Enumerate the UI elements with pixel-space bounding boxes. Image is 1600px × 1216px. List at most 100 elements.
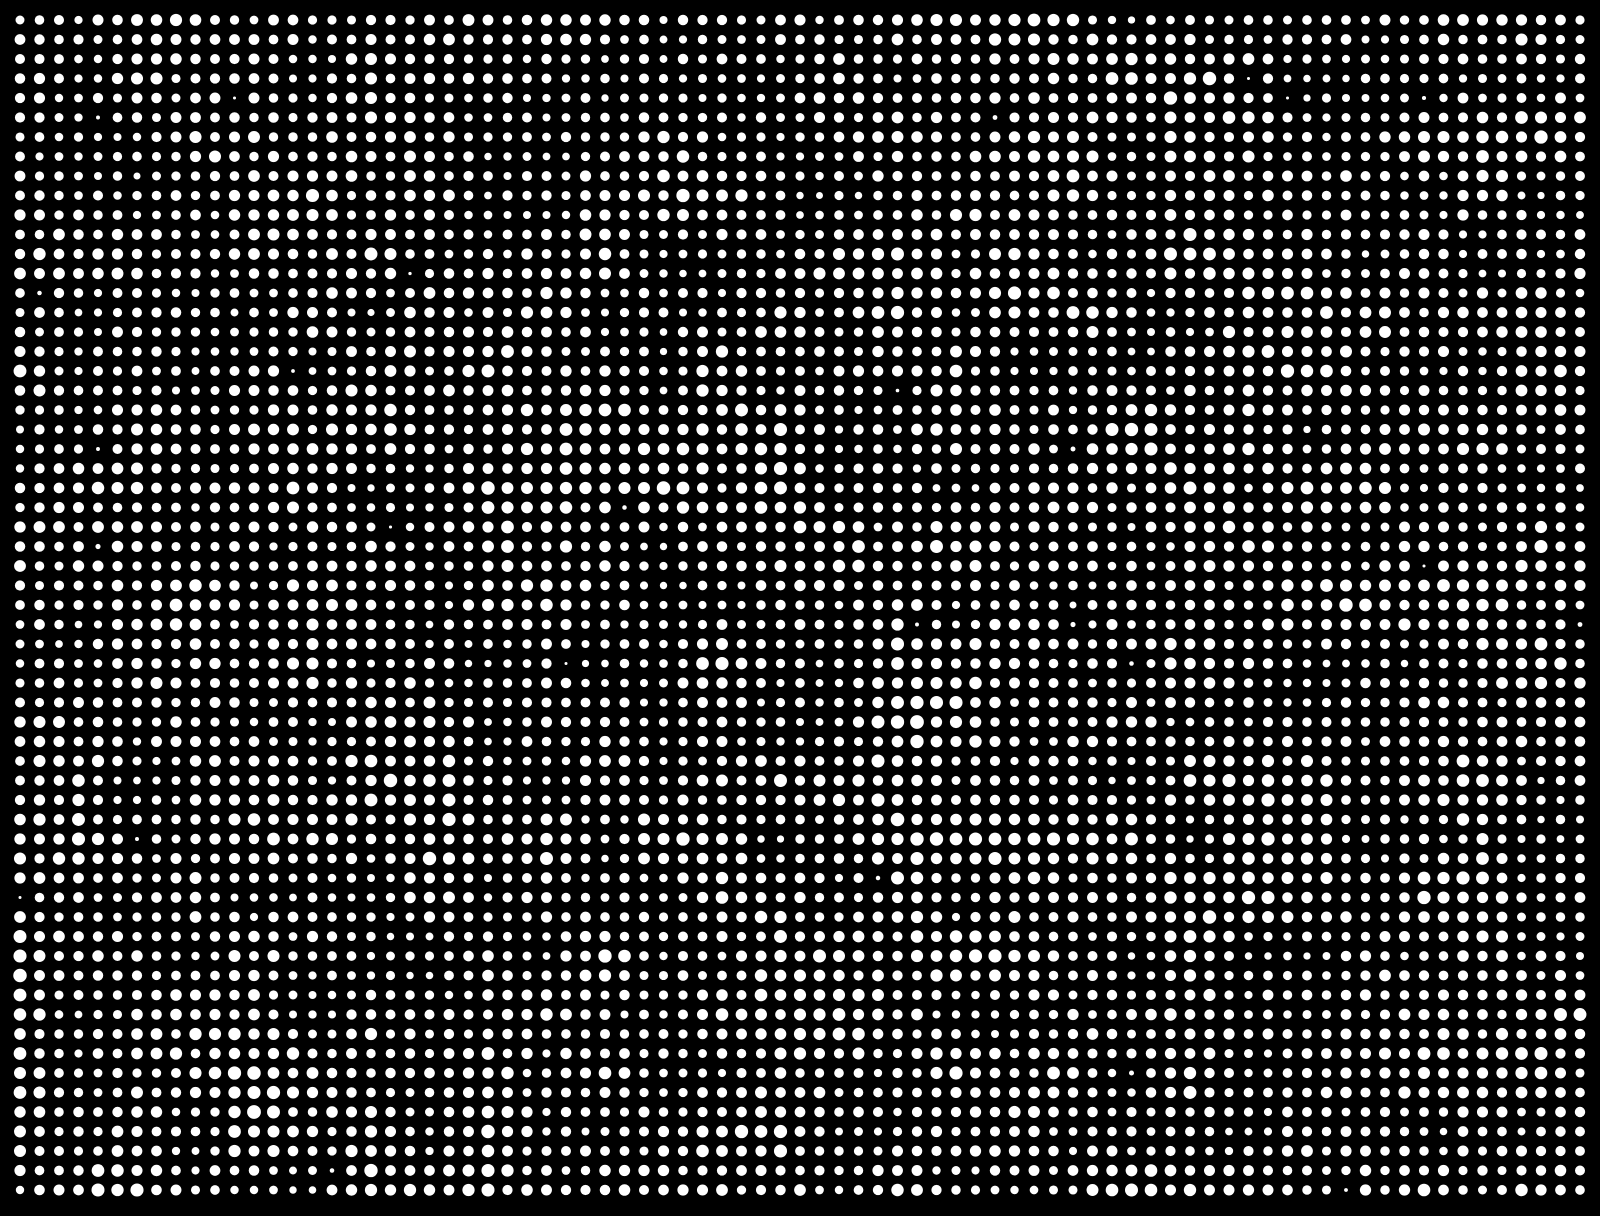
halftone-dot (872, 911, 884, 923)
halftone-dot (1360, 73, 1371, 84)
halftone-dot (1184, 540, 1196, 553)
halftone-dot (1399, 288, 1410, 298)
halftone-dot (1009, 151, 1020, 162)
halftone-dot (698, 600, 707, 610)
halftone-dot (189, 150, 202, 163)
halftone-dot (1361, 835, 1370, 843)
halftone-dot (1438, 73, 1449, 84)
halftone-dot (210, 1146, 220, 1156)
halftone-dot (169, 13, 183, 27)
halftone-dot (1164, 871, 1177, 885)
halftone-dot (989, 1047, 1001, 1060)
halftone-dot (793, 1047, 807, 1060)
halftone-dot (1204, 950, 1215, 962)
halftone-dot (327, 970, 337, 981)
halftone-dot (366, 346, 376, 357)
halftone-dot (853, 1106, 864, 1118)
halftone-dot (1437, 696, 1450, 709)
halftone-dot (698, 93, 707, 103)
halftone-dot (989, 794, 1001, 806)
halftone-dot (190, 405, 201, 415)
halftone-dot (812, 949, 827, 963)
halftone-dot (288, 112, 298, 123)
halftone-dot (15, 288, 25, 298)
halftone-dot (1165, 1145, 1176, 1157)
halftone-dot (1301, 1165, 1313, 1176)
halftone-dot (208, 1027, 222, 1041)
halftone-dot (697, 951, 708, 961)
halftone-dot (150, 1028, 163, 1040)
halftone-dot (1477, 34, 1488, 45)
halftone-dot (1009, 112, 1020, 123)
halftone-dot (13, 968, 27, 983)
halftone-dot (989, 404, 1001, 416)
halftone-dot (872, 1028, 884, 1040)
halftone-dot (112, 1067, 123, 1079)
halftone-dot (1341, 970, 1351, 981)
halftone-dot (1438, 463, 1449, 474)
halftone-dot (774, 1106, 787, 1118)
halftone-dot (619, 697, 630, 708)
halftone-dot (659, 328, 668, 336)
halftone-dot (1086, 852, 1099, 865)
halftone-dot (1184, 268, 1196, 279)
halftone-dot (1047, 1086, 1060, 1099)
halftone-dot (639, 795, 649, 805)
halftone-dot (423, 774, 436, 787)
halftone-dot (775, 521, 786, 533)
halftone-dot (385, 171, 396, 181)
halftone-dot (1438, 112, 1449, 123)
halftone-dot (1418, 268, 1430, 279)
halftone-dot (618, 423, 631, 436)
halftone-dot (1282, 541, 1293, 552)
halftone-dot (1457, 1028, 1469, 1040)
halftone-dot (659, 1010, 668, 1019)
halftone-dot (14, 580, 26, 591)
halftone-dot (1322, 952, 1331, 960)
halftone-dot (638, 14, 650, 26)
halftone-dot (755, 170, 767, 182)
halftone-dot (657, 169, 670, 183)
halftone-dot (873, 73, 883, 84)
halftone-dot (73, 931, 84, 942)
halftone-dot (1321, 619, 1332, 630)
halftone-dot (1300, 364, 1314, 378)
halftone-dot (444, 990, 454, 1000)
halftone-dot (1360, 970, 1371, 981)
halftone-dot (814, 541, 825, 552)
halftone-dot (1476, 1106, 1489, 1118)
halftone-dot (385, 892, 396, 903)
halftone-dot (385, 638, 396, 650)
halftone-dot (287, 423, 299, 436)
halftone-dot (754, 969, 768, 982)
halftone-dot (385, 151, 396, 162)
halftone-dot (1555, 697, 1566, 708)
halftone-dot (13, 988, 27, 1002)
halftone-dot (600, 288, 610, 298)
halftone-dot (1341, 1165, 1351, 1176)
halftone-dot (1341, 795, 1351, 805)
halftone-dot (1302, 970, 1312, 981)
halftone-dot (795, 678, 805, 688)
halftone-dot (1243, 92, 1254, 104)
halftone-dot (1204, 502, 1215, 513)
halftone-dot (308, 1166, 317, 1175)
halftone-dot (1067, 1165, 1079, 1176)
halftone-dot (1302, 1087, 1312, 1098)
halftone-dot (813, 794, 826, 806)
halftone-dot (112, 677, 123, 689)
halftone-dot (1166, 15, 1175, 25)
halftone-dot (288, 327, 298, 337)
halftone-dot (1262, 170, 1274, 182)
halftone-dot (540, 14, 553, 26)
halftone-dot (425, 971, 434, 980)
halftone-dot (951, 1166, 961, 1175)
halftone-dot (1341, 113, 1351, 122)
halftone-dot (559, 481, 573, 495)
halftone-dot (1303, 74, 1311, 83)
halftone-dot (112, 990, 123, 1000)
halftone-dot (833, 736, 845, 747)
halftone-dot (1087, 287, 1098, 299)
halftone-dot (151, 1184, 162, 1196)
halftone-dot (1458, 1165, 1468, 1176)
